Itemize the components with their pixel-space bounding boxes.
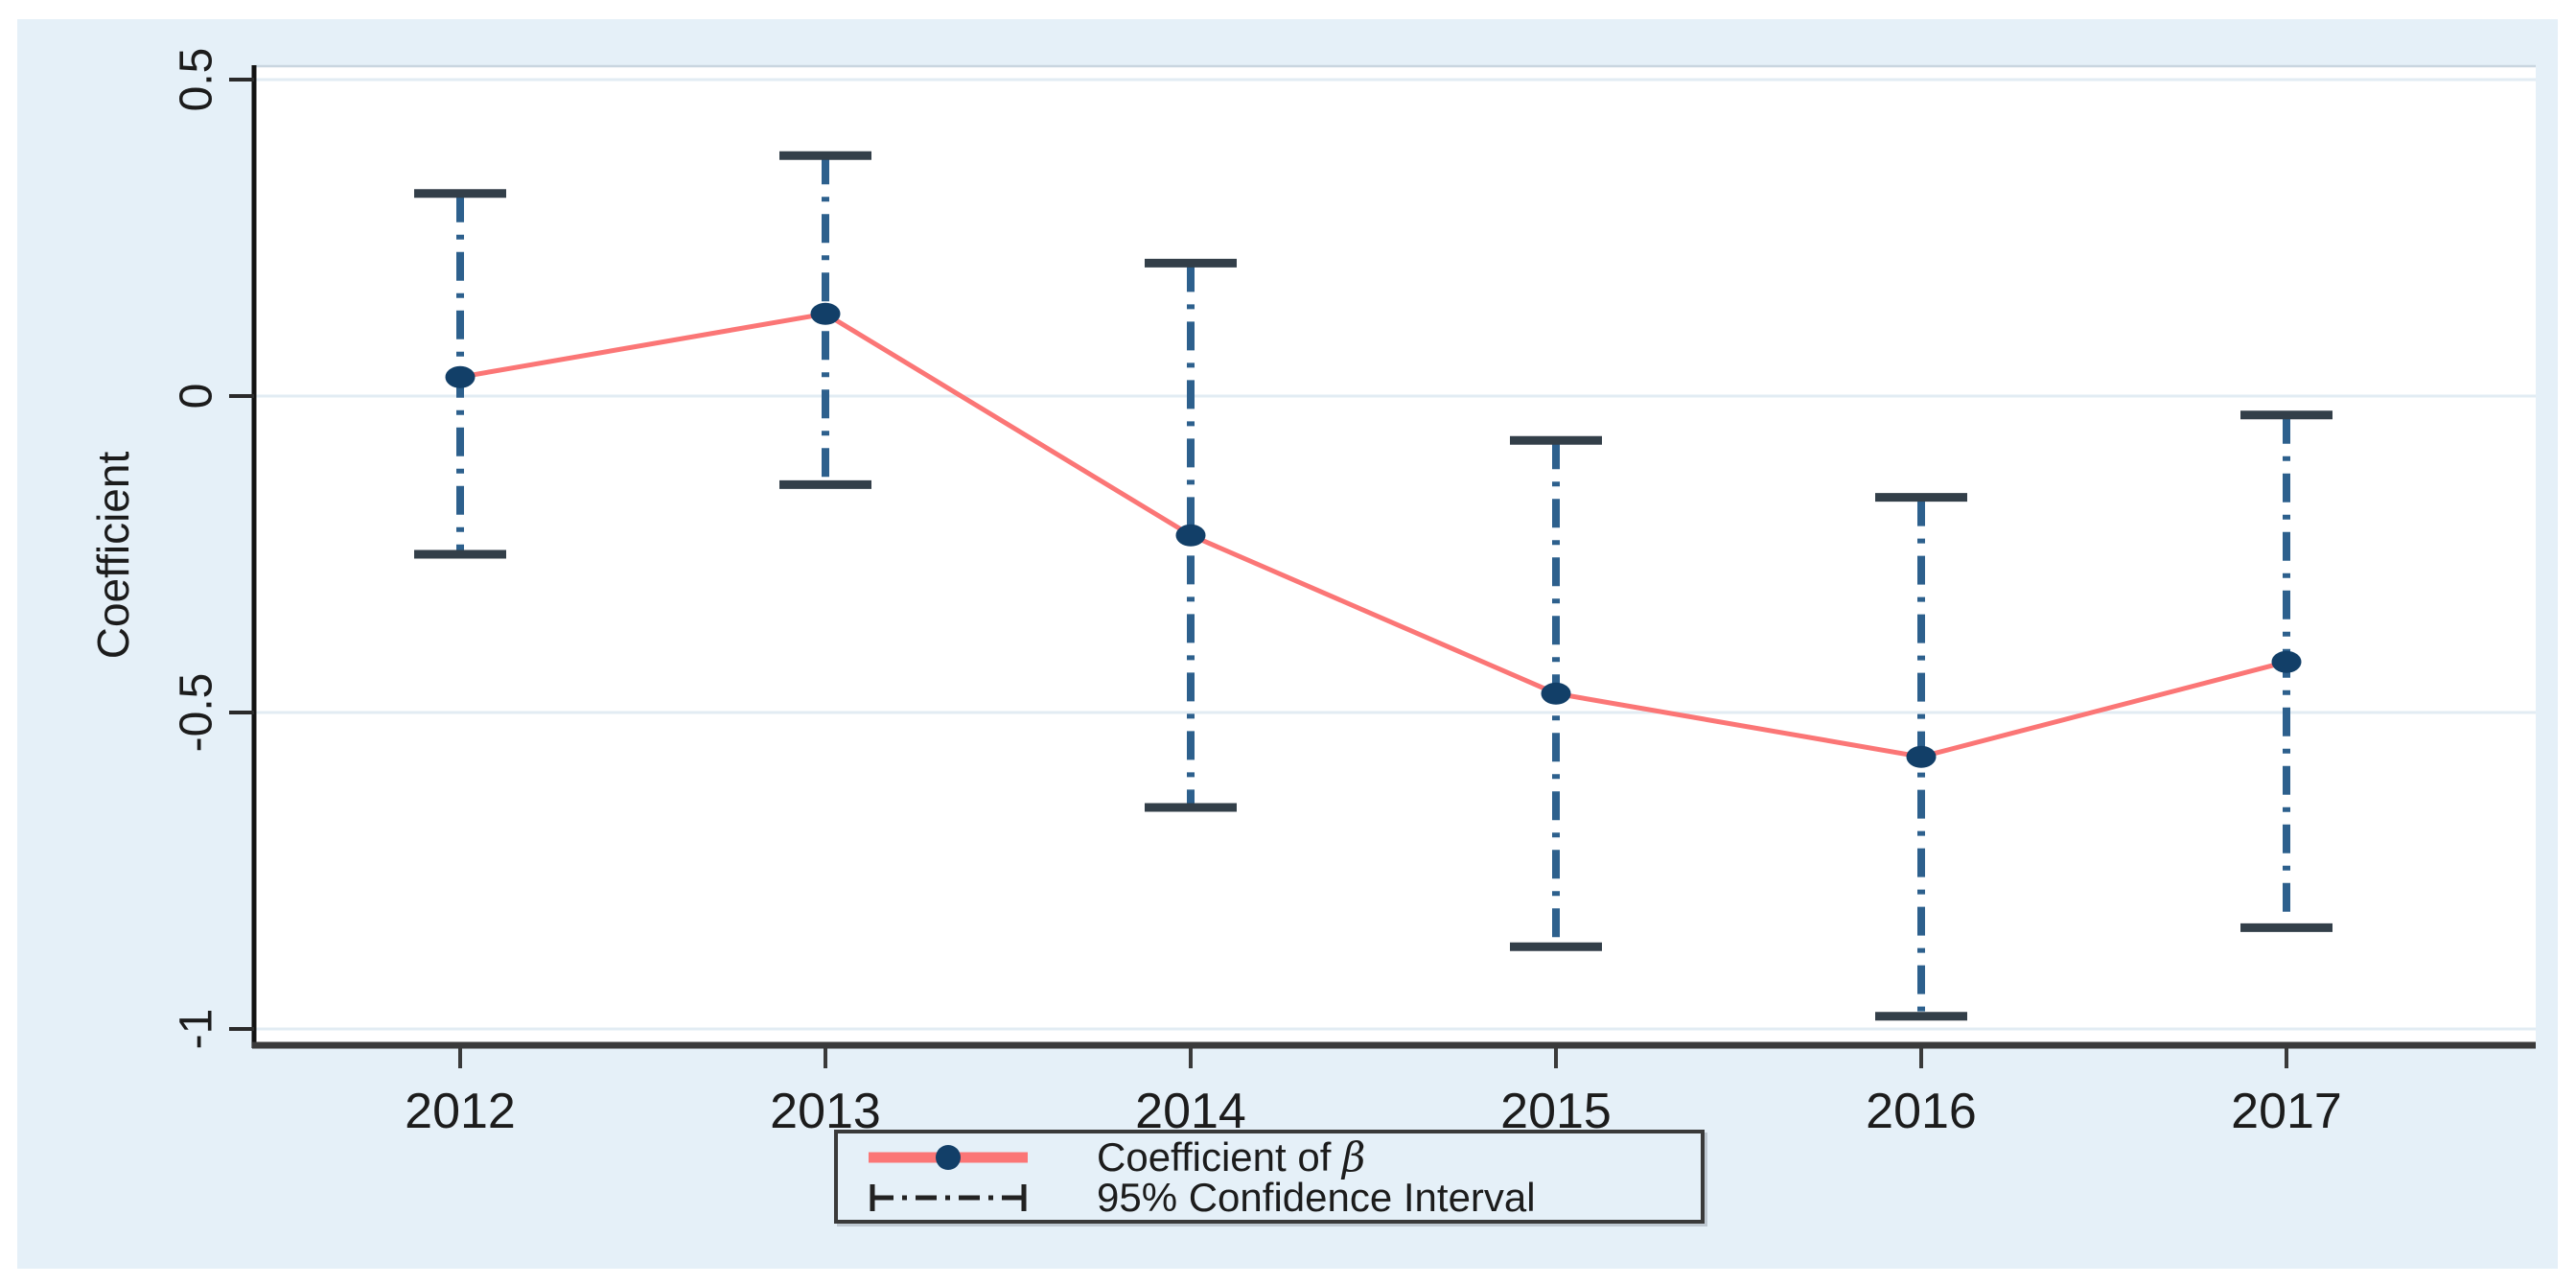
- y-tick-label-0: 0: [172, 384, 222, 409]
- coefficient-line: [459, 311, 2287, 759]
- legend-label-ci: 95% Confidence Interval: [1097, 1175, 1536, 1220]
- data-point-2013: [810, 302, 841, 325]
- data-point-2012: [445, 365, 476, 388]
- legend-line-symbol: [869, 1145, 1028, 1170]
- data-point-2016: [1906, 745, 1937, 768]
- error-bar-2014: [1145, 258, 1237, 812]
- x-tick-label-2012: 2012: [405, 1084, 516, 1139]
- legend-box: Coefficient of β 95% Confidence Interval: [834, 1130, 1705, 1224]
- legend-label-coefficient: Coefficient of β: [1097, 1137, 1365, 1178]
- y-axis-title: Coefficient: [88, 452, 138, 660]
- legend-ci-symbol: [870, 1184, 1027, 1211]
- beta-symbol: β: [1342, 1133, 1366, 1180]
- legend-row-ci: 95% Confidence Interval: [863, 1178, 1676, 1218]
- data-point-2015: [1541, 682, 1571, 705]
- x-tick-label-2016: 2016: [1866, 1084, 1977, 1139]
- data-point-2014: [1175, 524, 1206, 547]
- y-tick-label-0.5: 0.5: [172, 48, 222, 112]
- legend-row-coefficient: Coefficient of β: [863, 1137, 1676, 1178]
- data-point-2017: [2271, 650, 2302, 673]
- legend-coefficient-text: Coefficient of: [1097, 1134, 1343, 1180]
- legend-marker-dot: [936, 1145, 961, 1170]
- y-tick-label--0.5: -0.5: [172, 673, 222, 753]
- y-tick-label--1: -1: [172, 1009, 222, 1050]
- plot-area: [254, 65, 2536, 1045]
- error-bar-2013: [779, 151, 871, 489]
- x-tick-label-2017: 2017: [2231, 1084, 2342, 1139]
